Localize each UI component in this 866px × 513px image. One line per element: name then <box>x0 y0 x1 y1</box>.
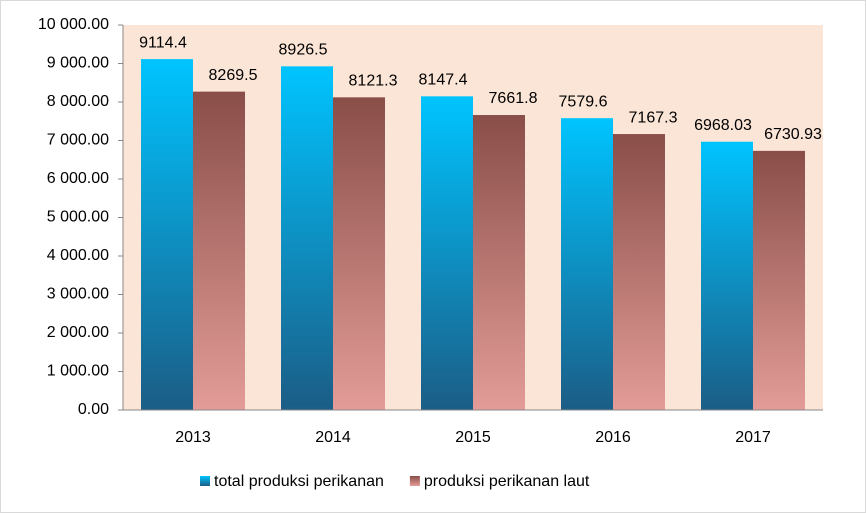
data-label: 8926.5 <box>279 42 328 59</box>
data-label: 8269.5 <box>209 67 258 84</box>
legend-label: total produksi perikanan <box>214 473 384 490</box>
legend-swatch <box>200 476 210 486</box>
x-tick-label: 2014 <box>315 429 351 446</box>
data-label: 8147.4 <box>419 72 468 89</box>
bar <box>141 59 193 410</box>
bar <box>193 91 245 410</box>
y-tick-label: 6 000.00 <box>47 170 109 187</box>
data-label: 7167.3 <box>629 109 678 126</box>
bar <box>561 118 613 411</box>
legend-label: produksi perikanan laut <box>424 473 590 490</box>
bar <box>753 150 805 410</box>
y-tick-label: 7 000.00 <box>47 132 109 149</box>
bar <box>333 97 385 410</box>
y-tick-label: 3 000.00 <box>47 286 109 303</box>
y-tick-label: 5 000.00 <box>47 209 109 226</box>
y-tick-label: 8 000.00 <box>47 93 109 110</box>
x-tick-label: 2016 <box>595 429 631 446</box>
bar <box>613 134 665 410</box>
data-label: 9114.4 <box>139 34 187 51</box>
y-tick-label: 2 000.00 <box>47 324 109 341</box>
data-label: 6968.03 <box>694 117 752 134</box>
data-label: 7661.8 <box>489 90 538 107</box>
bar <box>701 141 753 411</box>
y-tick-label: 9 000.00 <box>47 55 109 72</box>
y-tick-label: 0.00 <box>78 401 109 418</box>
x-tick-label: 2015 <box>455 429 491 446</box>
data-label: 7579.6 <box>559 93 608 110</box>
bar <box>421 96 473 410</box>
data-label: 8121.3 <box>349 73 398 90</box>
y-tick-label: 1 000.00 <box>47 363 109 380</box>
y-tick-label: 10 000.00 <box>38 16 109 33</box>
x-tick-label: 2017 <box>735 429 771 446</box>
bar <box>473 115 525 411</box>
bar <box>281 66 333 411</box>
legend-swatch <box>409 476 420 486</box>
y-tick-label: 4 000.00 <box>47 247 109 264</box>
data-label: 6730.93 <box>764 126 822 143</box>
x-tick-label: 2013 <box>175 429 211 446</box>
